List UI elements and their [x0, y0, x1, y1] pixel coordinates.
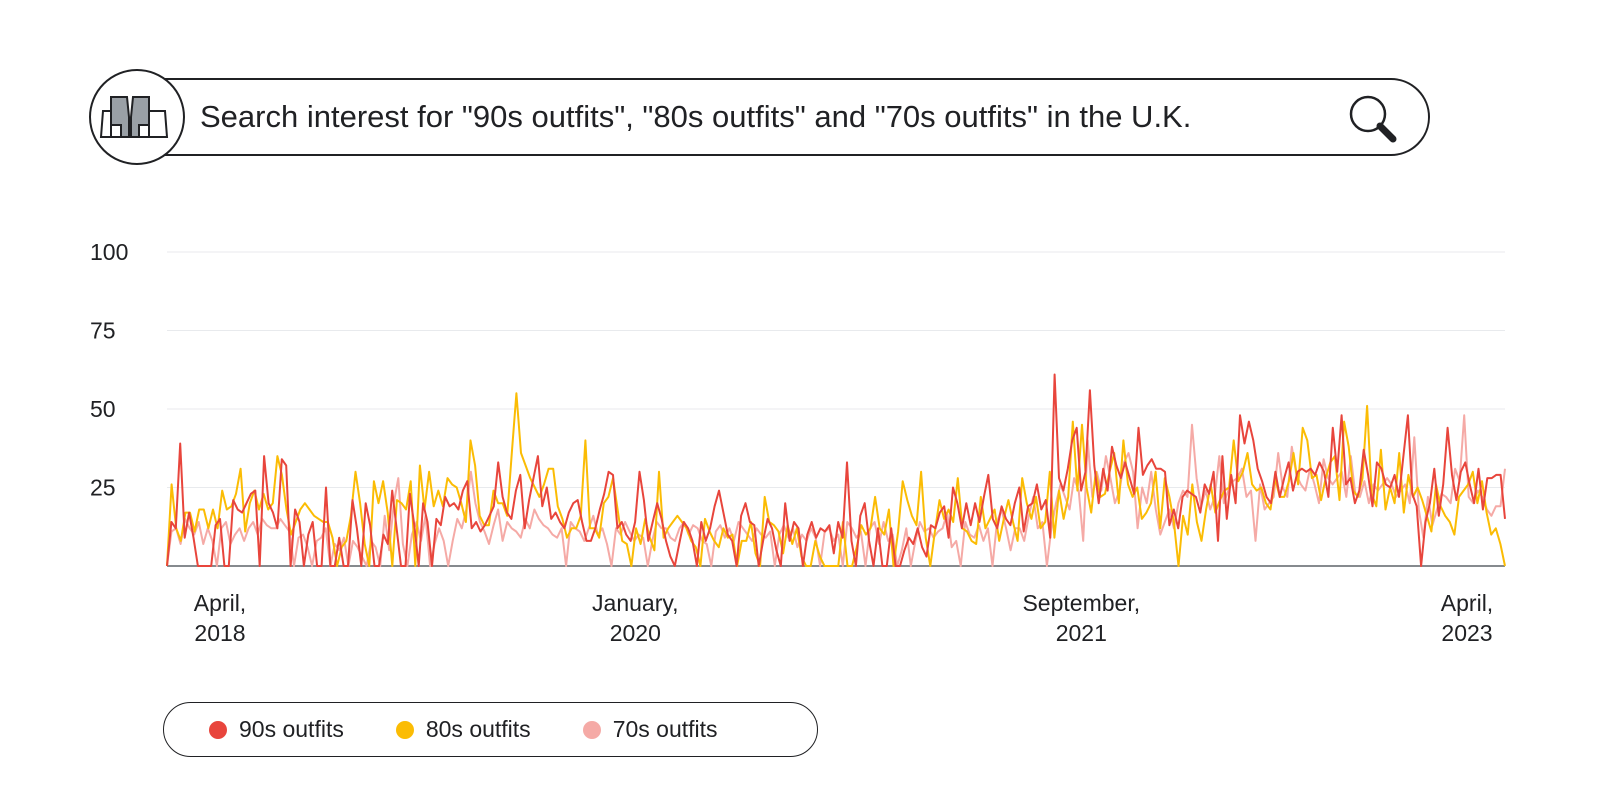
logo-badge: [89, 69, 185, 165]
legend-label-90s: 90s outfits: [239, 716, 344, 742]
search-bar: [90, 78, 1430, 156]
legend-dot-90s: [209, 720, 227, 739]
series-line-90s-outfits: [166, 373, 1506, 567]
legend-dot-70s: [582, 720, 601, 739]
legend-item-90s[interactable]: 90s outfits: [209, 716, 344, 743]
x-tick-label: April, 2023: [1441, 590, 1493, 646]
y-tick-label: 25: [90, 475, 116, 501]
series-line-80s-outfits: [166, 392, 1506, 567]
magnifier-icon[interactable]: [1346, 92, 1402, 148]
x-tick-label: September, 2021: [1022, 590, 1140, 646]
x-tick-label: April, 2018: [194, 590, 246, 646]
y-tick-label: 100: [90, 239, 128, 265]
y-tick-label: 50: [90, 396, 116, 422]
x-tick-label: January, 2020: [592, 590, 679, 646]
legend-label-80s: 80s outfits: [425, 716, 531, 742]
legend-dot-80s: [395, 720, 414, 739]
legend-label-70s: 70s outfits: [612, 716, 718, 742]
chart-title: Search interest for "90s outfits", "80s …: [200, 99, 1192, 134]
line-chart: 100 75 50 25 April, 2018 January, 2020 September…: [90, 239, 1506, 646]
legend-item-80s[interactable]: 80s outfits: [395, 716, 531, 743]
y-tick-label: 75: [90, 318, 116, 344]
boots-icon: [99, 96, 169, 138]
legend-item-70s[interactable]: 70s outfits: [582, 716, 718, 743]
legend: 90s outfits 80s outfits 70s outfits: [163, 702, 818, 757]
